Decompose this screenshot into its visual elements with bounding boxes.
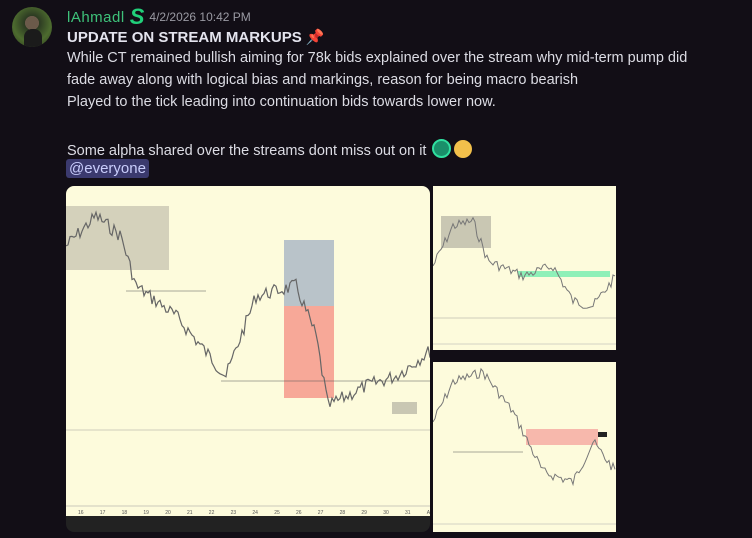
message-line: While CT remained bullish aiming for 78k… <box>67 50 688 66</box>
title-text: UPDATE ON STREAM MARKUPS <box>67 29 302 46</box>
timestamp: 4/2/2026 10:42 PM <box>149 10 251 24</box>
x-tick-label: 30 <box>383 510 389 516</box>
x-tick-label: 20 <box>165 510 171 516</box>
x-tick-label: 31 <box>405 510 411 516</box>
message-line: fade away along with logical bias and ma… <box>67 72 579 88</box>
x-tick-label: 26 <box>296 510 302 516</box>
x-tick-label: 29 <box>361 510 367 516</box>
x-tick-label: 17 <box>100 510 106 516</box>
x-tick-label: Apr <box>427 510 430 516</box>
line-text: Some alpha shared over the streams dont … <box>67 143 427 159</box>
x-tick-label: 18 <box>122 510 128 516</box>
x-tick-label: 24 <box>252 510 258 516</box>
saluting-face-icon <box>454 140 473 158</box>
message-line: Played to the tick leading into continua… <box>67 94 496 110</box>
x-tick-label: 23 <box>231 510 237 516</box>
mention-everyone[interactable]: @everyone <box>66 159 149 178</box>
chart-image-top-right[interactable] <box>433 186 616 350</box>
author-name[interactable]: lAhmadl <box>67 8 125 26</box>
x-tick-label: 19 <box>143 510 149 516</box>
message-title: UPDATE ON STREAM MARKUPS 📌 <box>67 28 325 46</box>
x-tick-label: 21 <box>187 510 193 516</box>
server-tag-icon[interactable]: S <box>129 4 145 29</box>
x-tick-label: 22 <box>209 510 215 516</box>
message-line: Some alpha shared over the streams dont … <box>67 139 473 159</box>
x-tick-label: 16 <box>78 510 84 516</box>
chart-image-main[interactable]: 16 17 18 19 20 21 22 23 24 25 26 27 28 29 30 31 Apr <box>66 186 430 532</box>
x-tick-label: 25 <box>274 510 280 516</box>
main-chart-svg: 16 17 18 19 20 21 22 23 24 25 26 27 28 29 30 31 Apr <box>66 206 430 516</box>
coin-logo-icon <box>432 139 452 158</box>
avatar[interactable] <box>12 7 52 47</box>
x-tick-label: 27 <box>318 510 324 516</box>
x-tick-label: 28 <box>340 510 346 516</box>
message-header: lAhmadl S 4/2/2026 10:42 PM <box>67 4 251 29</box>
chart-svg <box>433 367 616 525</box>
chart-svg <box>433 216 616 345</box>
pushpin-icon: 📌 <box>305 29 325 46</box>
chart-image-bottom-right[interactable] <box>433 362 616 532</box>
